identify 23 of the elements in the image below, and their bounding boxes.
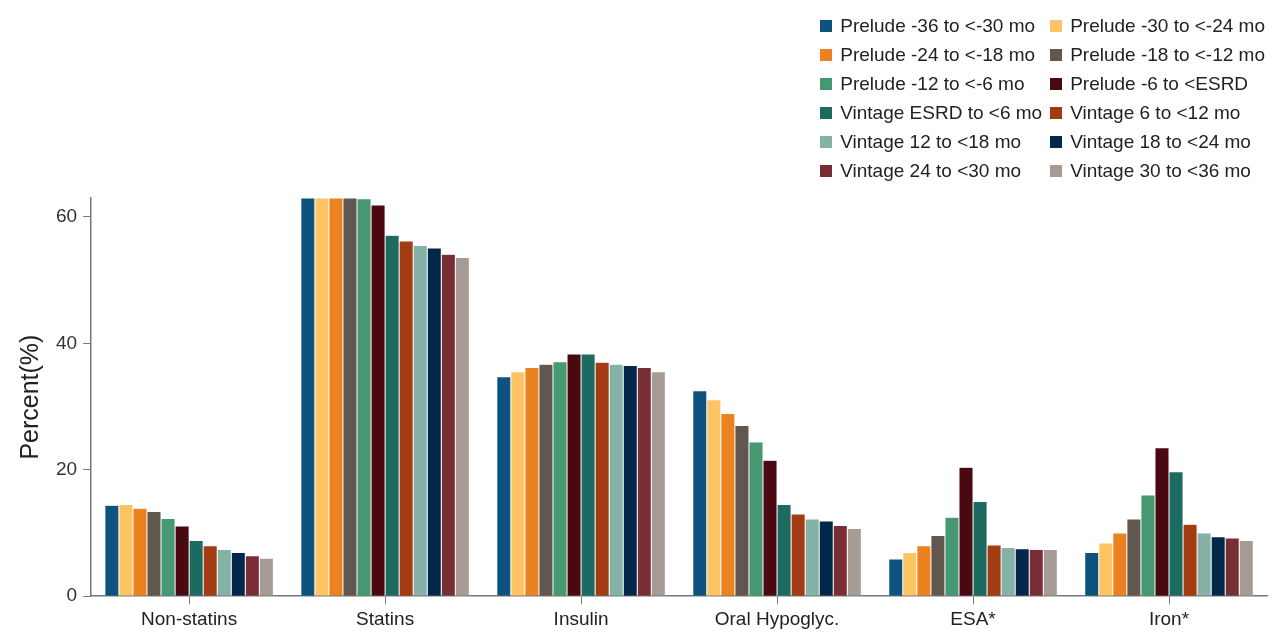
x-tick-label: Insulin	[553, 607, 609, 629]
y-tick-label: 20	[55, 458, 78, 480]
y-axis-title: Percent(%)	[14, 334, 43, 460]
legend-label: Prelude -30 to <-24 mo	[1070, 14, 1265, 38]
x-tick-label: Oral Hypoglyc.	[714, 607, 840, 629]
legend-label: Vintage 24 to <30 mo	[840, 159, 1022, 183]
legend-label: Prelude -6 to <ESRD	[1070, 72, 1249, 96]
legend-label: Vintage 18 to <24 mo	[1070, 130, 1251, 154]
y-tick-label: 60	[55, 205, 78, 227]
x-tick-label: Statins	[356, 607, 415, 629]
y-tick-label: 40	[55, 331, 78, 353]
x-tick-label: Non-statins	[141, 607, 238, 629]
y-tick-label: 0	[66, 584, 78, 606]
legend-label: Vintage ESRD to <6 mo	[840, 101, 1043, 125]
legend-label: Vintage 30 to <36 mo	[1070, 159, 1251, 183]
legend-label: Prelude -36 to <-30 mo	[840, 14, 1036, 38]
legend-label: Prelude -12 to <-6 mo	[840, 72, 1025, 96]
legend-label: Vintage 6 to <12 mo	[1070, 101, 1241, 125]
legend-label: Vintage 12 to <18 mo	[840, 130, 1022, 154]
x-tick-label: Iron*	[1148, 607, 1190, 629]
x-tick-label: ESA*	[950, 607, 997, 629]
legend-label: Prelude -18 to <-12 mo	[1070, 43, 1265, 67]
legend-label: Prelude -24 to <-18 mo	[840, 43, 1036, 67]
